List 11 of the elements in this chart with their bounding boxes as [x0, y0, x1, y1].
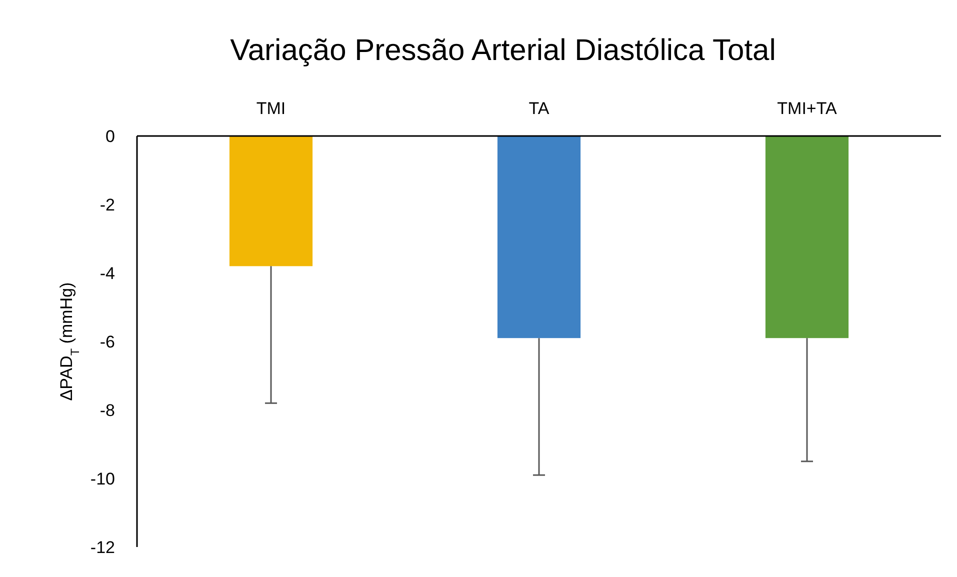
x-tick-label: TMI — [256, 99, 286, 118]
y-tick-label: -8 — [100, 400, 115, 420]
y-tick-label: -6 — [100, 332, 115, 352]
y-tick-label: -10 — [90, 469, 115, 488]
x-tick-label: TMI+TA — [777, 99, 838, 118]
y-tick-label: -4 — [100, 264, 115, 283]
y-tick-label: 0 — [106, 126, 115, 146]
y-tick-label: -2 — [100, 195, 115, 214]
y-tick-label: -12 — [90, 538, 115, 557]
chart-title: Variação Pressão Arterial Diastólica Total — [230, 34, 776, 67]
x-tick-label: TA — [528, 99, 550, 118]
